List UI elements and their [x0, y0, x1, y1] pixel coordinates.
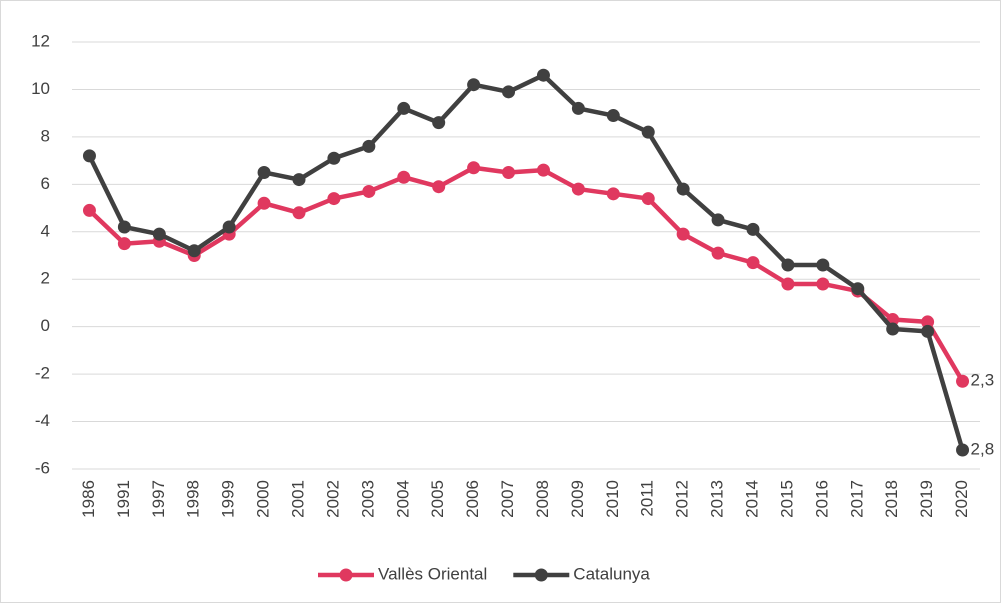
y-tick-label: 12 [31, 31, 50, 50]
y-tick-label: 2 [41, 269, 50, 288]
point [606, 187, 620, 201]
point [921, 324, 935, 338]
point [676, 227, 690, 241]
point [676, 182, 690, 196]
point [257, 165, 271, 179]
x-tick-label: 2014 [742, 480, 761, 518]
point [571, 182, 585, 196]
point [117, 220, 131, 234]
point [397, 101, 411, 115]
y-tick-label: 8 [41, 126, 50, 145]
x-tick-label: 2013 [708, 480, 727, 518]
x-tick-label: 2008 [533, 480, 552, 518]
point [187, 244, 201, 258]
x-tick-label: 1986 [79, 480, 98, 518]
x-tick-label: 2020 [952, 480, 971, 518]
y-tick-label: 6 [41, 174, 50, 193]
point [292, 206, 306, 220]
x-tick-label: 2015 [777, 480, 796, 518]
point [432, 116, 446, 130]
point [886, 322, 900, 336]
legend-label: Catalunya [573, 564, 650, 583]
y-tick-label: 0 [41, 316, 50, 335]
point [956, 374, 970, 388]
point [467, 78, 481, 92]
point [711, 246, 725, 260]
x-tick-label: 2016 [812, 480, 831, 518]
x-tick-label: 1998 [184, 480, 203, 518]
data-label: 2,3 [971, 371, 995, 390]
point [292, 173, 306, 187]
point [536, 163, 550, 177]
point [327, 151, 341, 165]
point [606, 109, 620, 123]
point [257, 196, 271, 210]
point [502, 165, 516, 179]
point [152, 227, 166, 241]
legend-label: Vallès Oriental [378, 564, 487, 583]
point [397, 170, 411, 184]
data-label: 2,8 [971, 440, 995, 459]
x-tick-label: 2006 [463, 480, 482, 518]
point [362, 139, 376, 153]
point [851, 282, 865, 296]
x-tick-label: 2003 [358, 480, 377, 518]
point [641, 192, 655, 206]
x-tick-label: 1991 [114, 480, 133, 518]
legend-marker [339, 568, 353, 582]
point [746, 222, 760, 236]
x-tick-label: 2011 [638, 480, 657, 517]
point [956, 443, 970, 457]
point [921, 315, 935, 329]
point [536, 68, 550, 82]
x-tick-label: 2012 [673, 480, 692, 518]
point [746, 256, 760, 270]
x-tick-label: 2005 [428, 480, 447, 518]
x-tick-label: 2007 [498, 480, 517, 518]
x-tick-label: 1997 [149, 480, 168, 518]
x-tick-label: 2000 [254, 480, 273, 518]
legend-marker [534, 568, 548, 582]
point [711, 213, 725, 227]
y-tick-label: -4 [35, 411, 50, 430]
point [327, 192, 341, 206]
point [117, 237, 131, 251]
x-tick-label: 2001 [288, 480, 307, 518]
point [781, 258, 795, 272]
point [222, 220, 236, 234]
x-tick-label: 1999 [219, 480, 238, 518]
point [362, 184, 376, 198]
point [816, 258, 830, 272]
point [467, 161, 481, 175]
x-tick-label: 2009 [568, 480, 587, 518]
y-tick-label: -2 [35, 364, 50, 383]
x-tick-label: 2010 [603, 480, 622, 518]
x-tick-label: 2004 [393, 480, 412, 518]
point [641, 125, 655, 139]
point [432, 180, 446, 194]
y-tick-label: 10 [31, 79, 50, 98]
x-tick-label: 2002 [323, 480, 342, 518]
x-tick-label: 2017 [847, 480, 866, 518]
point [82, 149, 96, 163]
point [82, 203, 96, 217]
point [571, 101, 585, 115]
point [502, 85, 516, 99]
point [781, 277, 795, 291]
y-tick-label: -6 [35, 458, 50, 477]
x-tick-label: 2018 [882, 480, 901, 518]
x-tick-label: 2019 [917, 480, 936, 518]
y-tick-label: 4 [41, 221, 50, 240]
point [816, 277, 830, 291]
